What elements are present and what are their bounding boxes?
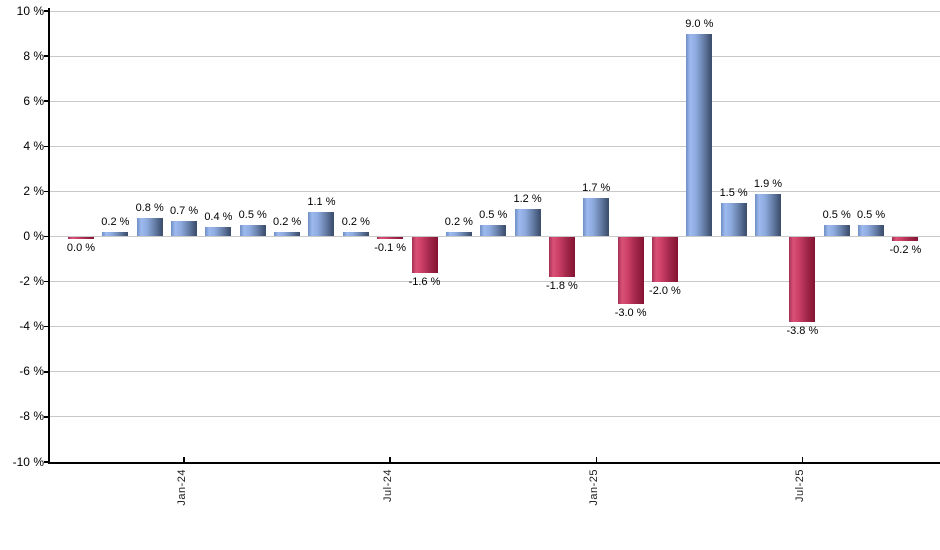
y-axis-tick [44,100,48,102]
y-axis-tick [44,235,48,238]
y-axis-tick-label: -6 % [19,364,44,379]
y-axis-tick-label: -10 % [12,454,44,469]
bar [858,225,885,237]
bar-value-label: 1.9 % [753,177,783,190]
x-axis-tick-label: Jan-25 [588,469,601,506]
bar-value-label: 1.5 % [719,186,748,199]
x-axis-tick-label: Jul-24 [382,469,395,502]
bar-value-label: 0.5 % [479,209,508,222]
bar-value-label: 0.4 % [204,211,233,224]
bar [514,209,541,237]
bar-value-label: 0.8 % [135,202,164,215]
bar-value-label: 0.2 % [341,215,370,228]
bar [480,225,507,237]
gridline--8pct [48,416,940,418]
bar [68,236,94,239]
y-axis-tick-label: 8 % [23,48,44,63]
bar-value-label: -0.1 % [374,241,407,254]
bar [377,236,404,239]
bar [823,225,850,237]
bar [548,236,575,278]
bar-value-label: -3.0 % [614,307,647,320]
y-axis-tick [44,10,48,12]
y-axis-tick [44,145,48,148]
bar [308,211,335,237]
x-axis-tick [389,457,391,462]
y-axis-tick-label: 10 % [16,3,44,18]
y-axis-tick-label: -4 % [19,319,44,334]
y-axis-tick-label: 6 % [23,93,44,108]
bar [411,236,438,273]
y-axis-tick [44,280,48,283]
bar [789,236,816,323]
bar [205,227,232,237]
bar-value-label: 0.5 % [822,209,851,222]
gridline--6pct [48,371,940,373]
x-axis-tick [801,457,804,462]
gridline-4pct [48,145,940,147]
bar-value-label: 1.2 % [513,193,542,206]
gridline-8pct [48,55,940,57]
gridline-0pct [48,236,940,237]
bar [102,231,129,237]
bar [136,218,163,237]
bar [342,231,369,237]
bar [171,220,198,237]
x-axis-tick [183,457,185,462]
x-axis-tick-label: Jan-24 [176,469,189,506]
bar-value-label: 1.1 % [307,195,336,208]
x-axis-line [48,462,940,464]
bar-value-label: -2.0 % [649,284,681,297]
bar-value-label: 0.2 % [273,215,302,228]
y-axis-tick-label: 4 % [23,138,44,153]
y-axis-tick [44,325,48,328]
bar [274,231,301,237]
bar-value-label: 0.7 % [169,204,199,217]
bar [892,236,919,241]
gridline-2pct [48,190,940,192]
y-axis-line [48,8,50,464]
bar [583,198,610,237]
bar-value-label: 0.2 % [444,215,473,228]
bar-value-label: 0.5 % [856,209,886,222]
bar-value-label: 0.0 % [66,241,96,254]
y-axis-tick-label: -2 % [19,274,44,289]
x-axis-tick-label: Jul-25 [794,469,807,502]
y-axis-tick [44,416,48,418]
y-axis-tick-label: 0 % [23,229,44,243]
y-axis-tick-label: -8 % [19,409,44,424]
bar [445,231,472,237]
y-axis-tick [44,461,48,463]
gridline-10pct [48,10,940,12]
bar-value-label: 1.7 % [582,182,611,195]
bar [720,202,747,237]
gridline-6pct [48,100,940,102]
bar-value-label: 9.0 % [685,17,714,30]
gridline--4pct [48,326,940,328]
bar [755,193,781,237]
y-axis-tick [44,190,48,193]
y-axis-tick [44,371,48,373]
bar [617,236,644,305]
bar-value-label: 0.5 % [238,209,267,222]
gridline--2pct [48,281,940,283]
y-axis-tick-label: 2 % [23,183,44,198]
y-axis-tick [44,55,48,57]
bar-value-label: -0.2 % [889,244,922,256]
bar-value-label: 0.2 % [101,215,130,228]
bar [651,236,678,282]
x-axis-tick [595,457,597,462]
bar [686,33,713,237]
bar [239,225,266,237]
